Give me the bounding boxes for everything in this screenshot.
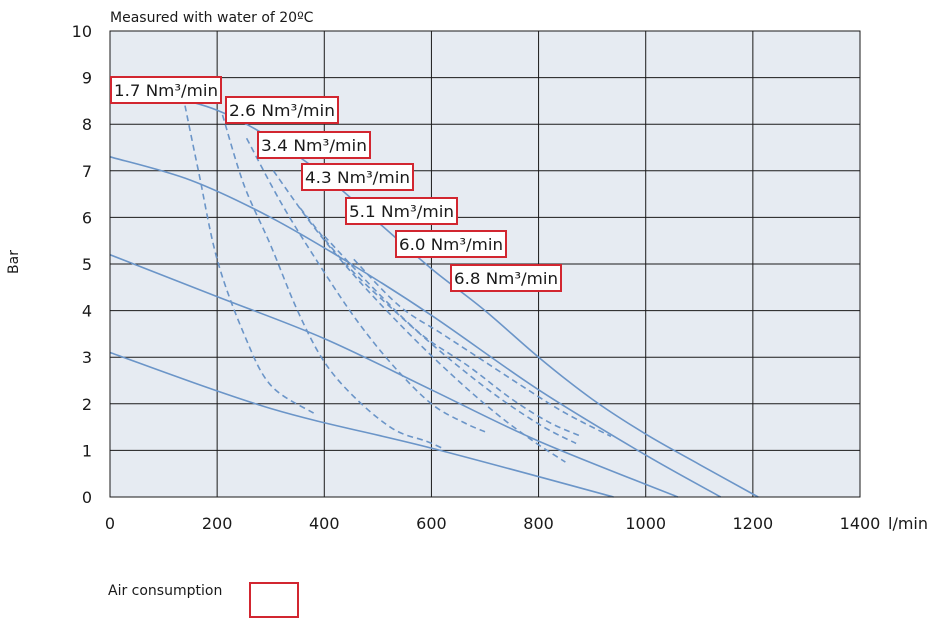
x-tick-label: 600: [416, 514, 447, 533]
x-axis-label: l/min: [888, 514, 928, 533]
air-label-text: 5.1 Nm³/min: [349, 202, 454, 221]
air-curve-6: [221, 114, 443, 449]
y-tick-label: 8: [82, 115, 92, 134]
y-tick-label: 9: [82, 69, 92, 88]
x-tick-label: 0: [105, 514, 115, 533]
x-tick-label: 1000: [625, 514, 666, 533]
y-tick-label: 10: [72, 22, 92, 41]
x-tick-label: 400: [309, 514, 340, 533]
air-label-2: 2.6 Nm³/min: [225, 96, 339, 124]
air-label-box: [301, 163, 414, 191]
y-tick-label: 0: [82, 488, 92, 507]
air-curve-10: [323, 235, 582, 438]
y-tick-label: 5: [82, 255, 92, 274]
air-curve-9: [299, 207, 577, 445]
pressure-curve-3: [109, 156, 722, 498]
air-label-text: 6.8 Nm³/min: [454, 269, 558, 288]
air-label-box: [450, 264, 562, 292]
air-consumption-labels: 1.7 Nm³/min 2.6 Nm³/min 3.4 Nm³/min 4.3 Nm³…: [110, 76, 562, 292]
air-label-text: 3.4 Nm³/min: [261, 136, 367, 155]
curves: [109, 90, 759, 498]
y-tick-label: 6: [82, 208, 92, 227]
x-tick-label: 200: [202, 514, 233, 533]
air-label-text: 1.7 Nm³/min: [114, 81, 218, 100]
air-label-text: 6.0 Nm³/min: [399, 235, 503, 254]
air-label-5: 5.1 Nm³/min: [345, 197, 458, 225]
air-label-text: 4.3 Nm³/min: [305, 168, 410, 187]
air-label-4: 4.3 Nm³/min: [301, 163, 414, 191]
air-label-3: 3.4 Nm³/min: [257, 131, 371, 159]
air-curve-7: [245, 137, 486, 433]
y-tick-label: 4: [82, 302, 92, 321]
air-label-box: [257, 131, 371, 159]
pressure-curve-4: [109, 90, 759, 498]
x-tick-label: 800: [523, 514, 554, 533]
air-label-box: [345, 197, 458, 225]
plot-frame: [109, 30, 861, 498]
air-label-box: [395, 230, 507, 258]
x-tick-labels: 0 200 400 600 800 1000 1200 1400: [105, 514, 880, 533]
legend-box: [249, 582, 299, 618]
air-curve-8: [272, 170, 566, 463]
pressure-curve-2: [109, 253, 679, 498]
air-label-box: [225, 96, 339, 124]
pressure-curve-1: [109, 351, 614, 498]
air-label-box: [110, 76, 222, 104]
legend-label: Air consumption: [108, 583, 222, 599]
y-axis-label: Bar: [6, 250, 22, 274]
y-tick-label: 2: [82, 395, 92, 414]
x-tick-label: 1400: [840, 514, 881, 533]
air-label-1: 1.7 Nm³/min: [110, 76, 222, 104]
x-tick-label: 1200: [732, 514, 773, 533]
air-label-6: 6.0 Nm³/min: [395, 230, 507, 258]
air-curve-11: [353, 258, 612, 438]
chart-title: Measured with water of 20ºC: [110, 10, 314, 26]
air-curve-5: [184, 105, 315, 414]
y-tick-label: 3: [82, 348, 92, 367]
air-label-7: 6.8 Nm³/min: [450, 264, 562, 292]
y-tick-label: 1: [82, 441, 92, 460]
y-tick-labels: 0 1 2 3 4 5 6 7 8 9 10: [72, 22, 92, 507]
y-tick-label: 7: [82, 162, 92, 181]
air-label-text: 2.6 Nm³/min: [229, 101, 335, 120]
